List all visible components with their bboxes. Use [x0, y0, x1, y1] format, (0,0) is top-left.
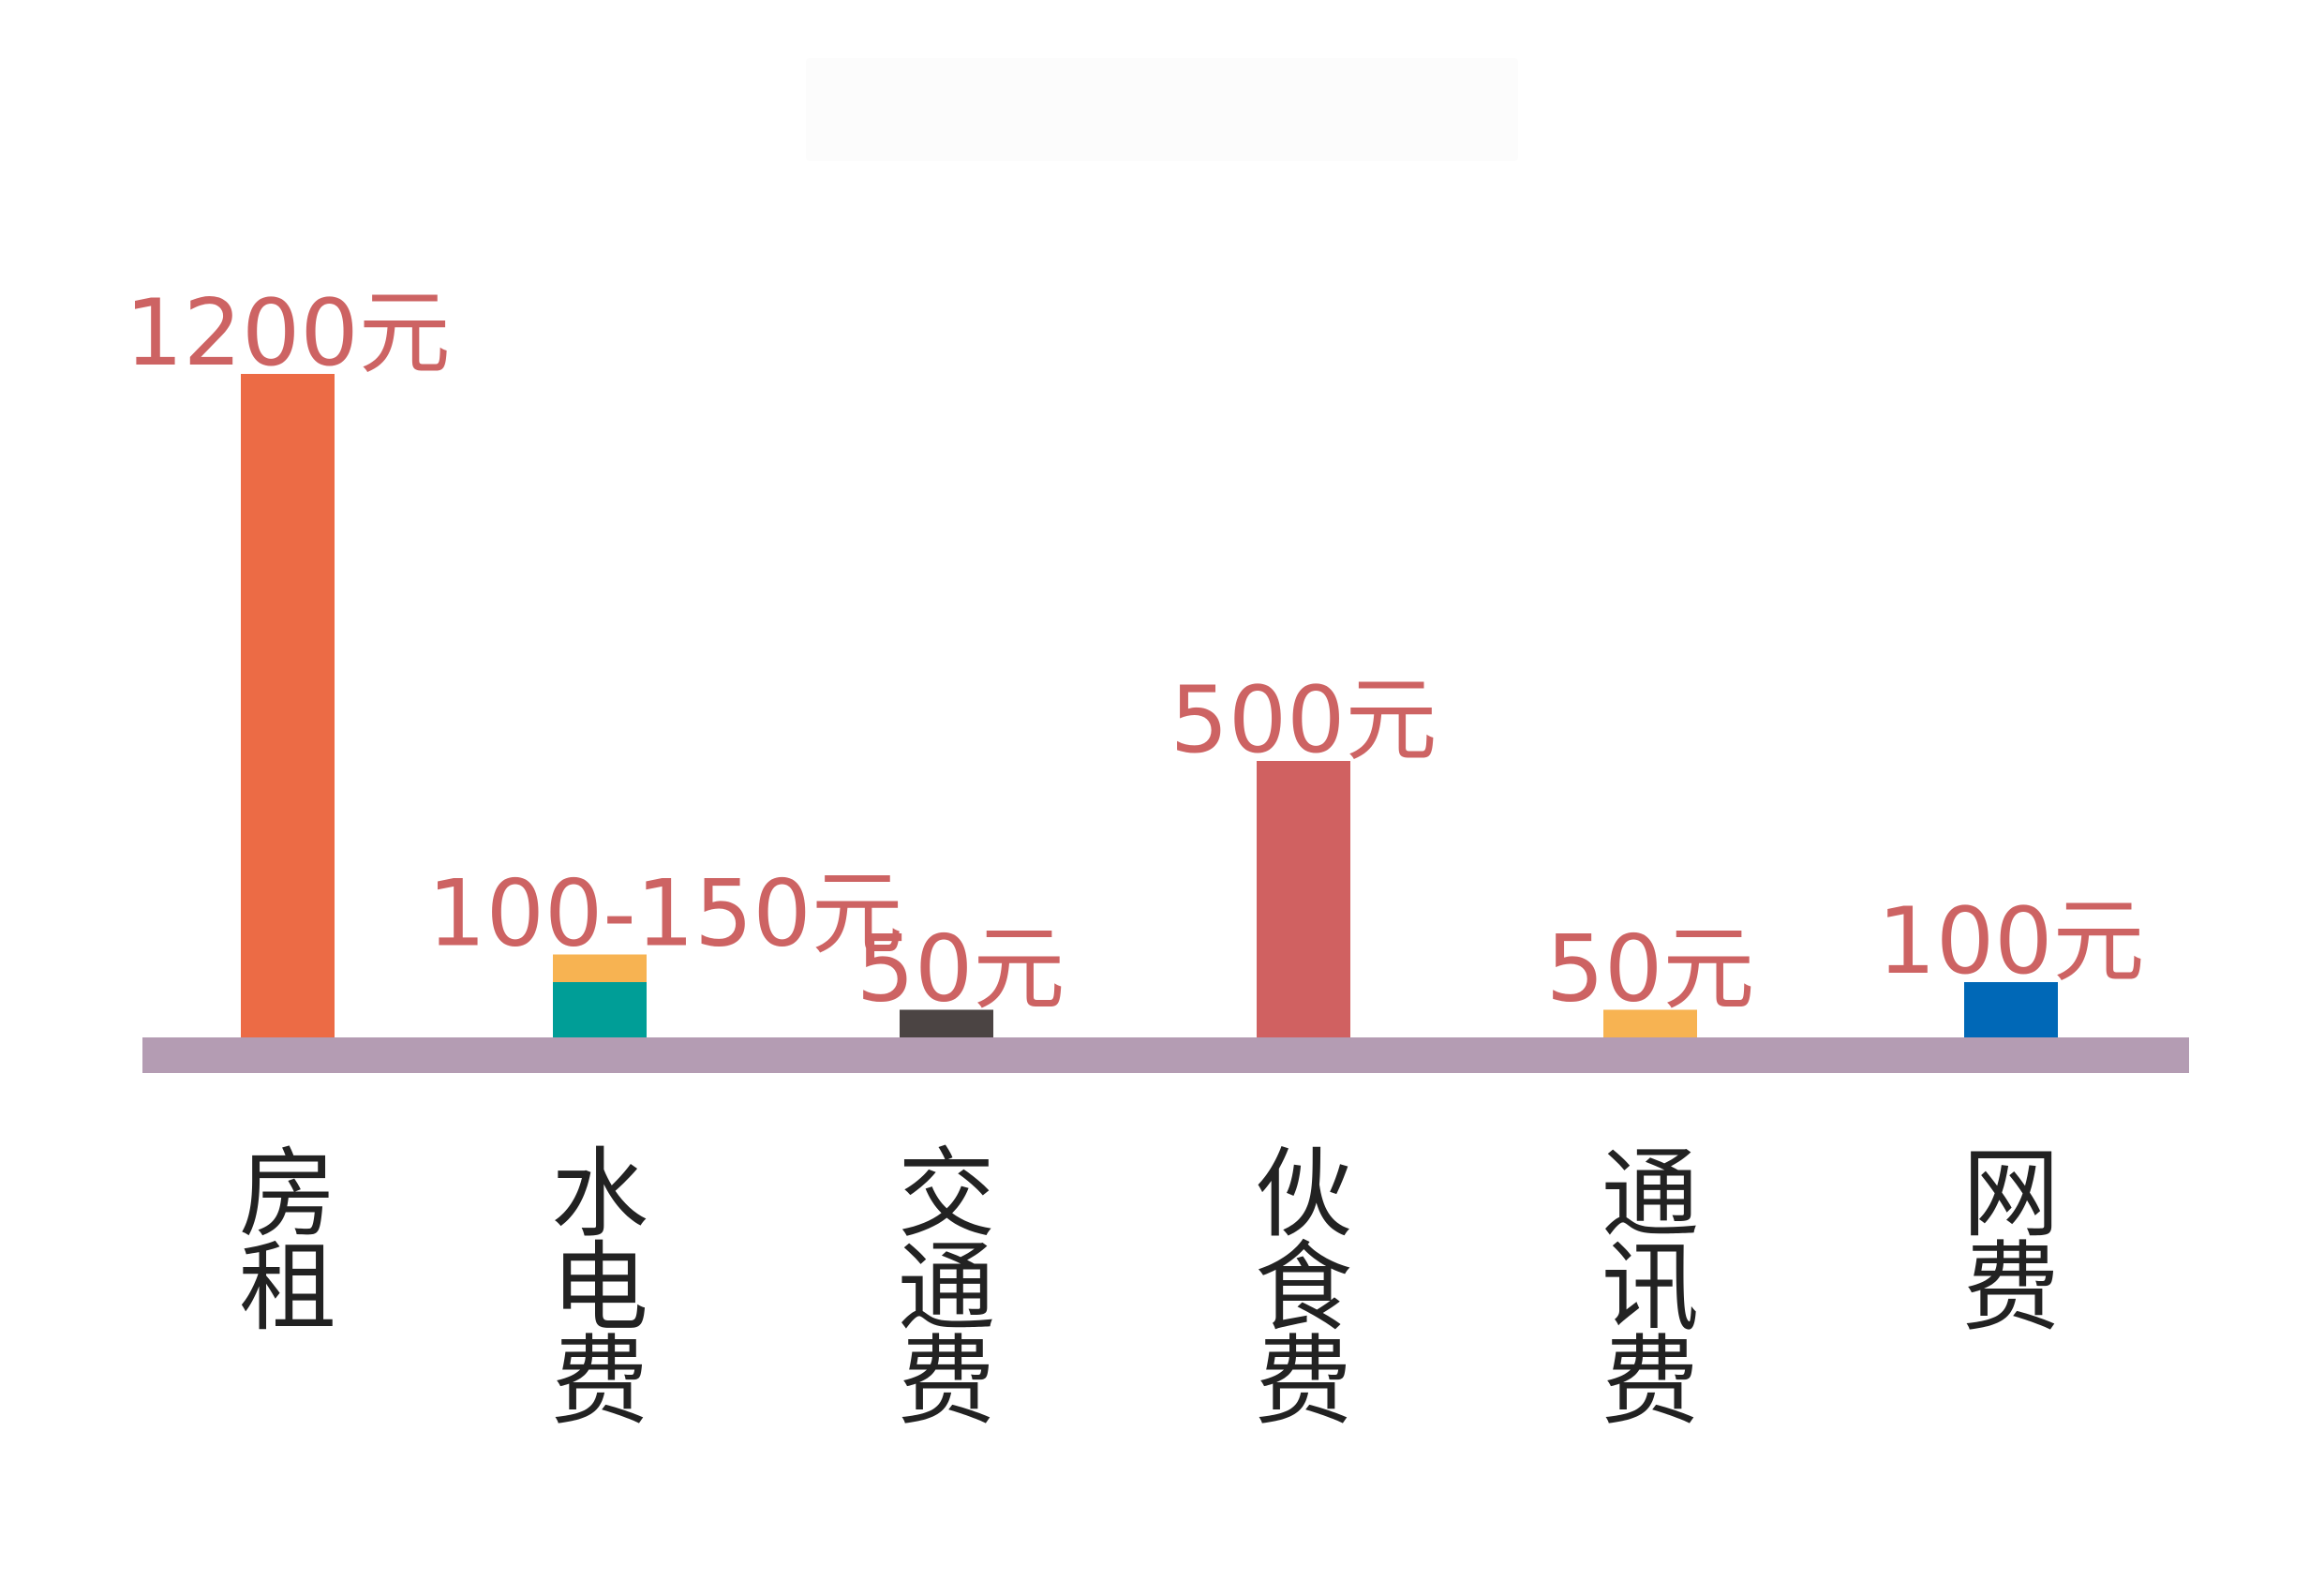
- category-label-2: 水电费: [551, 1137, 648, 1438]
- category-label-1: 房租: [239, 1137, 336, 1345]
- category-label-5-char-1: 通: [1601, 1137, 1699, 1251]
- category-label-4-char-3: 费: [1255, 1324, 1352, 1438]
- category-label-4: 伙食费: [1255, 1137, 1352, 1438]
- category-label-3-char-2: 通: [898, 1230, 995, 1345]
- category-label-3-char-3: 费: [898, 1324, 995, 1438]
- value-label-6: 100元: [1877, 888, 2144, 995]
- bar-2-segment-2: [553, 954, 647, 982]
- bar-2-segment-1: [553, 982, 647, 1037]
- category-label-5: 通讯费: [1601, 1137, 1699, 1438]
- category-label-6-char-1: 网: [1962, 1137, 2060, 1251]
- category-label-6-char-2: 费: [1962, 1230, 2060, 1345]
- category-label-1-char-2: 租: [239, 1230, 336, 1345]
- value-label-4: 500元: [1169, 667, 1437, 774]
- bar-1: [241, 374, 335, 1037]
- value-label-1: 1200元: [125, 280, 450, 387]
- bar-6: [1964, 982, 2058, 1037]
- category-label-6: 网费: [1962, 1137, 2060, 1345]
- value-label-2: 100-150元: [427, 861, 902, 968]
- category-label-5-char-3: 费: [1601, 1324, 1699, 1438]
- bar-3: [900, 1009, 993, 1037]
- bar-5: [1603, 1009, 1697, 1037]
- category-label-2-char-2: 电: [551, 1230, 648, 1345]
- category-label-2-char-3: 费: [551, 1324, 648, 1438]
- category-label-3: 交通费: [898, 1137, 995, 1438]
- category-label-4-char-1: 伙: [1255, 1137, 1352, 1251]
- value-label-5: 50元: [1546, 917, 1755, 1023]
- bar-4: [1257, 761, 1350, 1037]
- x-axis-band: [142, 1037, 2189, 1073]
- category-label-1-char-1: 房: [239, 1137, 336, 1251]
- category-label-4-char-2: 食: [1255, 1230, 1352, 1345]
- value-label-3: 50元: [857, 917, 1065, 1023]
- category-label-5-char-2: 讯: [1601, 1230, 1699, 1345]
- category-label-3-char-1: 交: [898, 1137, 995, 1251]
- title-area: [806, 58, 1518, 161]
- category-label-2-char-1: 水: [551, 1137, 648, 1251]
